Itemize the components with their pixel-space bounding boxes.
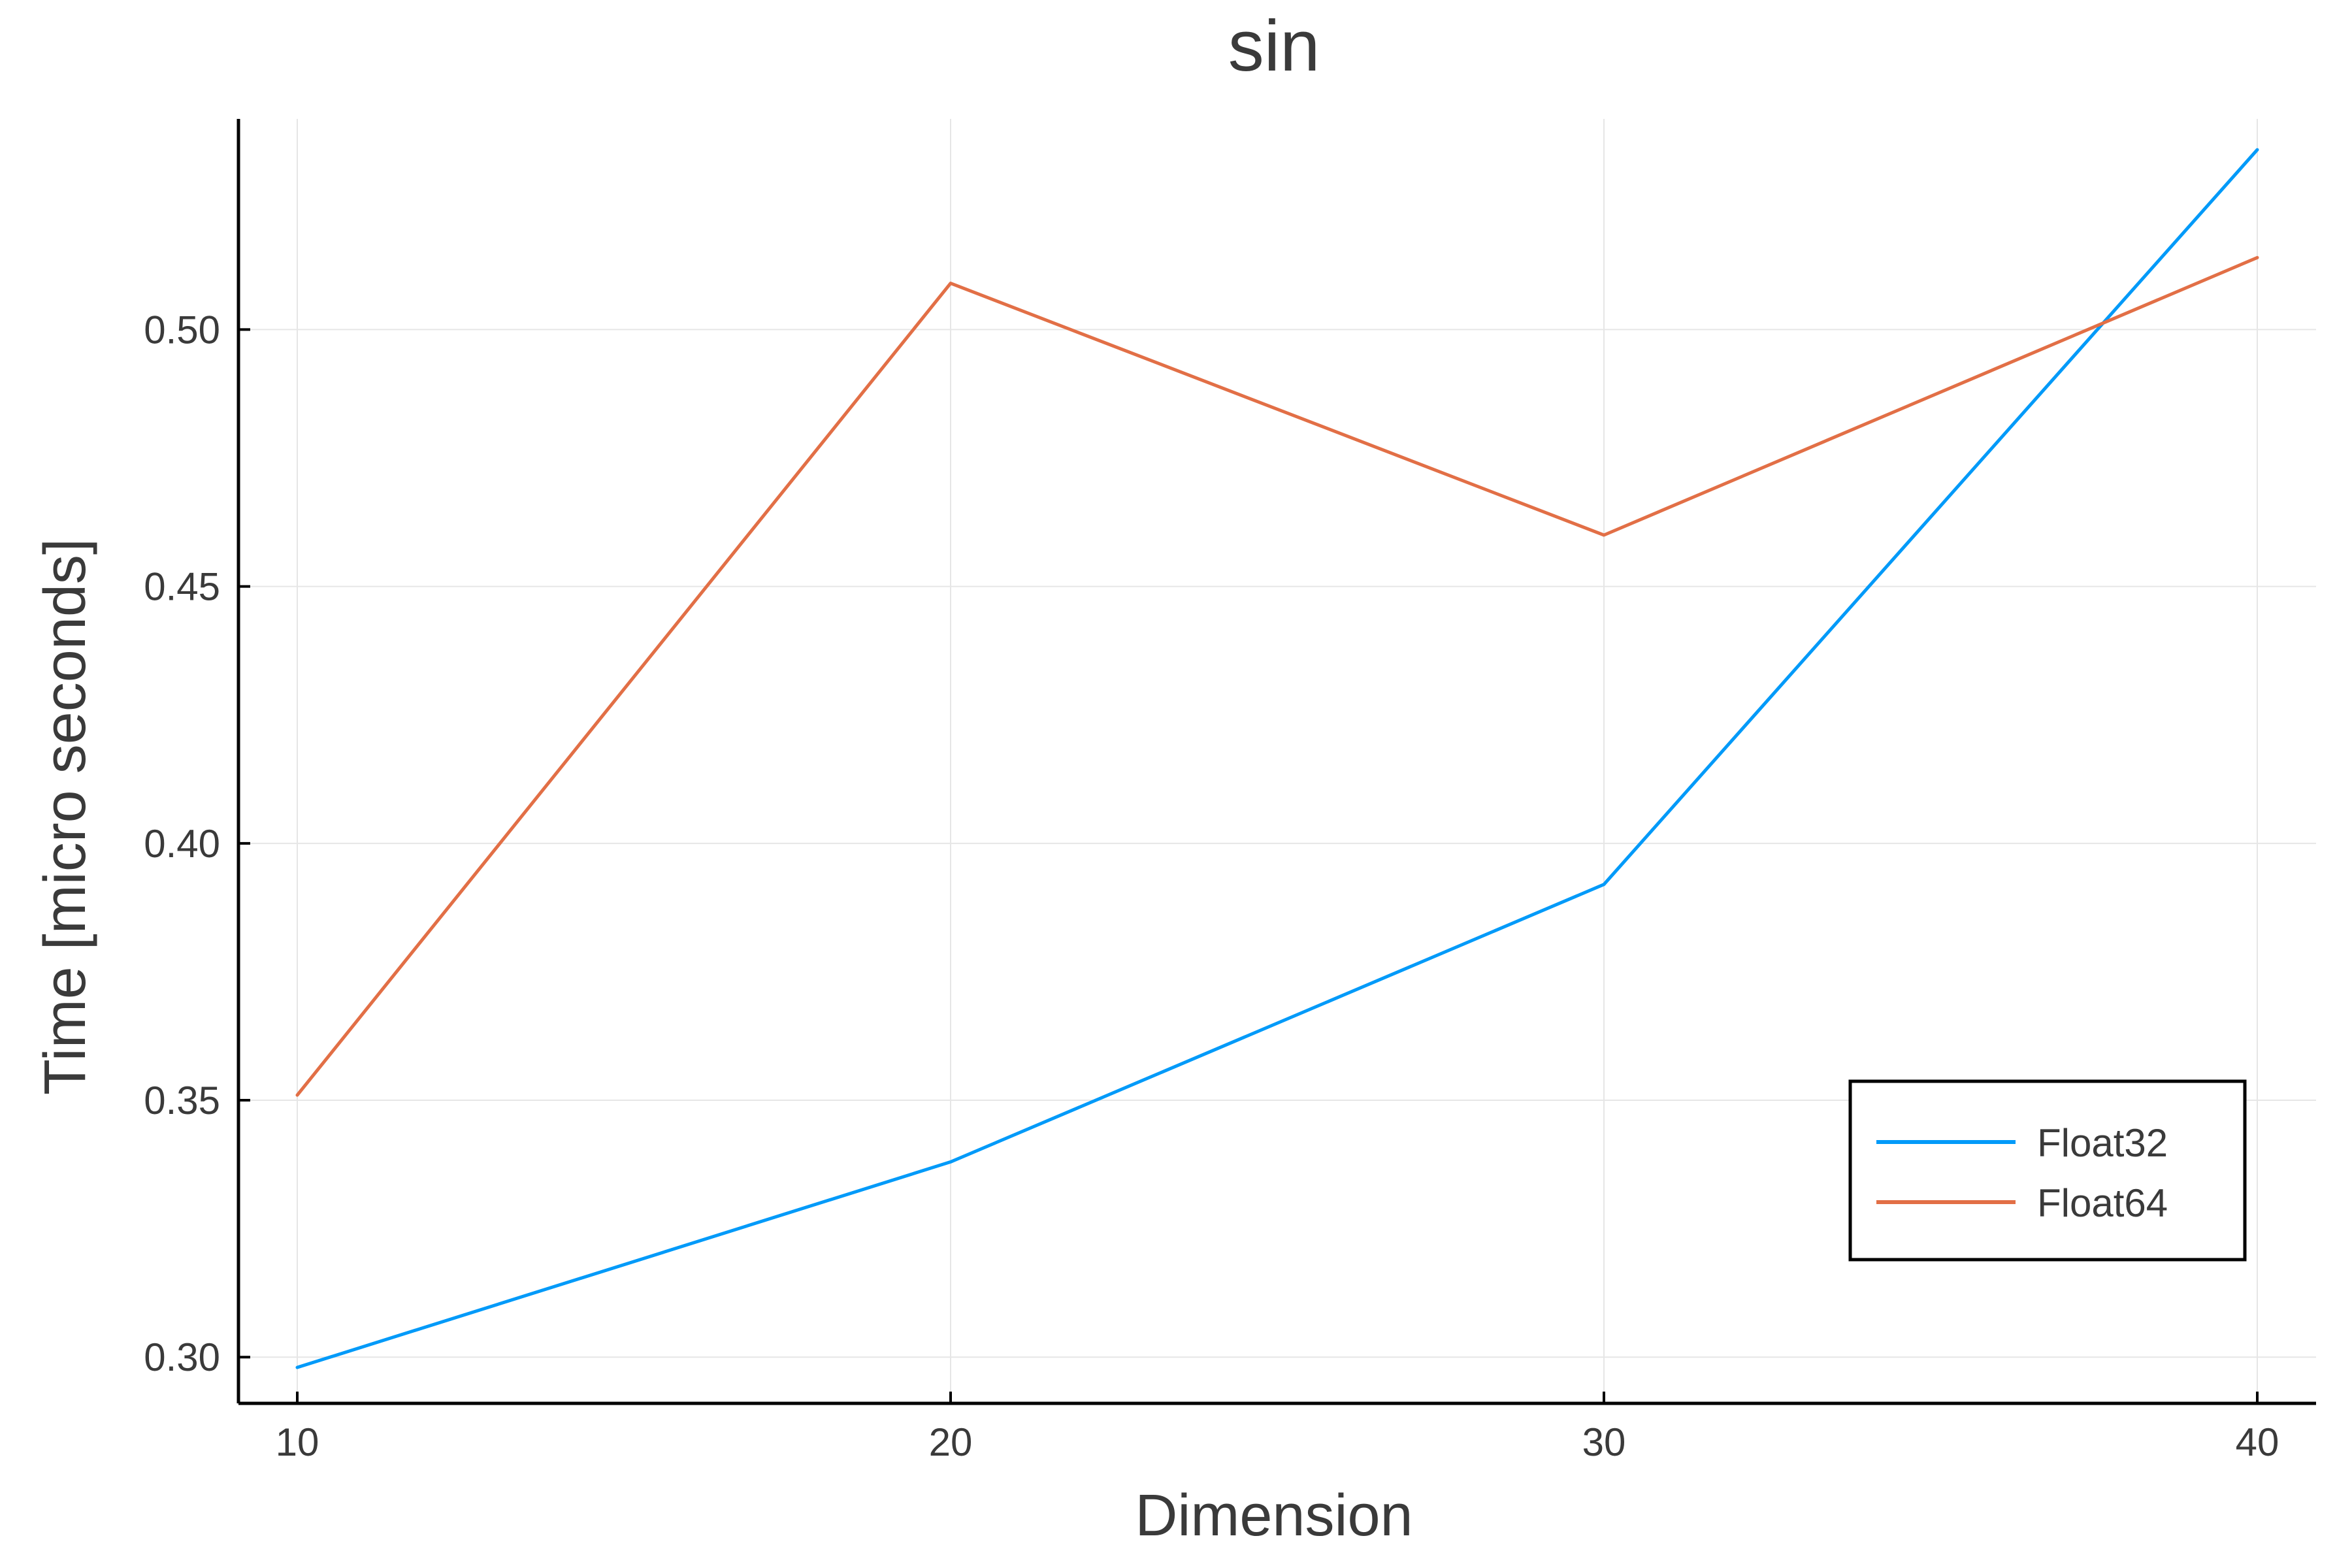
- series-line-float64: [295, 255, 2259, 1097]
- y-tick-label: 0.45: [144, 565, 220, 609]
- y-tick-label: 0.50: [144, 308, 220, 351]
- grid: [238, 119, 2316, 1403]
- chart-title: sin: [1228, 6, 1320, 86]
- axes: [237, 119, 2316, 1405]
- legend: Float32 Float64: [1848, 1079, 2247, 1262]
- series-lines: [295, 148, 2259, 1369]
- legend-label-float32: Float32: [2037, 1121, 2168, 1165]
- x-tick-label: 20: [929, 1420, 973, 1464]
- y-tick-label: 0.35: [144, 1079, 220, 1122]
- y-axis-title: Time [micro seconds]: [33, 538, 98, 1095]
- series-line-float32: [295, 148, 2259, 1369]
- legend-label-float64: Float64: [2037, 1181, 2168, 1225]
- ticks: 10 20 30 40 0.30 0.35 0.40 0.45 0.50: [144, 308, 2279, 1464]
- x-axis-title: Dimension: [1135, 1483, 1413, 1548]
- x-tick-label: 30: [1582, 1420, 1626, 1464]
- x-tick-label: 10: [276, 1420, 319, 1464]
- legend-box: [1848, 1079, 2247, 1262]
- y-tick-label: 0.40: [144, 822, 220, 866]
- y-tick-label: 0.30: [144, 1335, 220, 1379]
- x-tick-label: 40: [2236, 1420, 2279, 1464]
